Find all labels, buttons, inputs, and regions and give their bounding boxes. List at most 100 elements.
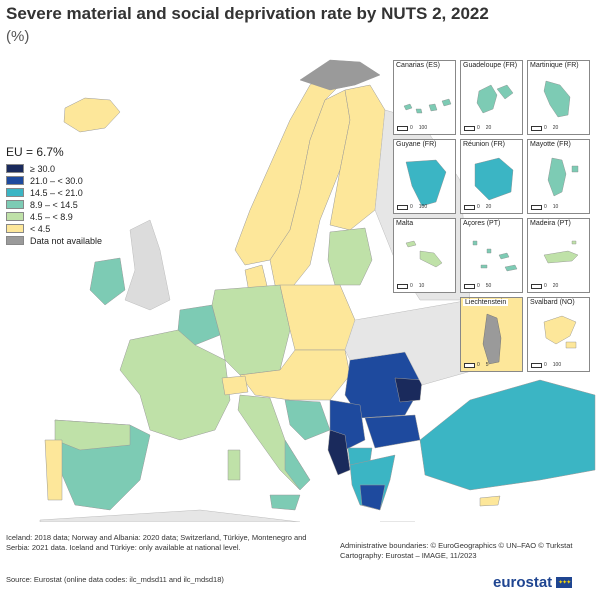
scale-bar: 0 50 xyxy=(464,283,491,289)
region-turkey xyxy=(419,379,596,491)
inset-guyane: Guyane (FR) 0 100 xyxy=(393,139,456,214)
inset-label: Madeira (PT) xyxy=(530,220,571,227)
region-benelux xyxy=(177,304,221,346)
legend-label: Data not available xyxy=(30,235,103,246)
inset-acores-shape xyxy=(472,240,518,272)
legend-label: 21.0 – < 30.0 xyxy=(30,175,83,186)
legend-swatch xyxy=(6,212,24,221)
legend: EU = 6.7% ≥ 30.0 21.0 – < 30.0 14.5 – < … xyxy=(6,145,102,247)
scale-bar: 0 20 xyxy=(464,204,491,210)
region-poland xyxy=(279,284,356,351)
inset-label: Liechtenstein xyxy=(463,299,509,306)
eu-flag-icon: ✦✦✦ xyxy=(556,577,573,588)
map-subtitle: (%) xyxy=(6,28,30,45)
inset-canarias-shape xyxy=(403,98,452,114)
inset-malta: Malta 0 10 xyxy=(393,218,456,293)
legend-swatch xyxy=(6,200,24,209)
inset-mayotte: Mayotte (FR) 0 10 xyxy=(527,139,590,214)
admin-credits: Administrative boundaries: © EuroGeograp… xyxy=(340,541,573,561)
region-switzerland xyxy=(221,375,249,396)
scale-bar: 0 100 xyxy=(397,125,427,131)
eurostat-logo: eurostat ✦✦✦ xyxy=(493,574,573,591)
legend-item: ≥ 30.0 xyxy=(6,163,102,174)
region-croatia xyxy=(284,399,331,441)
inset-label: Canarias (ES) xyxy=(396,62,440,69)
legend-item: 4.5 – < 8.9 xyxy=(6,211,102,222)
region-albania xyxy=(327,429,351,476)
region-ireland xyxy=(89,257,126,306)
region-finland xyxy=(329,84,386,231)
region-italy-south xyxy=(284,439,311,491)
region-greece-south xyxy=(359,484,386,511)
legend-swatch xyxy=(6,188,24,197)
region-france xyxy=(119,329,231,441)
inset-guadeloupe-shape xyxy=(476,84,514,114)
inset-martinique-shape xyxy=(543,80,571,118)
inset-canarias: Canarias (ES) 0 100 xyxy=(393,60,456,135)
scale-bar: 0 20 xyxy=(531,125,558,131)
legend-label: ≥ 30.0 xyxy=(30,163,55,174)
inset-label: Mayotte (FR) xyxy=(530,141,571,148)
legend-item: 14.5 – < 21.0 xyxy=(6,187,102,198)
inset-label: Malta xyxy=(396,220,414,227)
scale-bar: 0 20 xyxy=(464,125,491,131)
inset-liechtenstein-shape xyxy=(482,313,502,365)
inset-svalbard: Svalbard (NO) 0 100 xyxy=(527,297,590,372)
legend-label: 4.5 – < 8.9 xyxy=(30,211,73,222)
region-cyprus xyxy=(479,495,501,507)
inset-madeira-shape xyxy=(543,240,579,264)
logo-text: eurostat xyxy=(493,574,553,591)
scale-bar: 0 100 xyxy=(397,204,427,210)
inset-label: Açores (PT) xyxy=(463,220,501,227)
cartography-credit: Cartography: Eurostat – IMAGE, 11/2023 xyxy=(340,551,477,560)
region-spain-north xyxy=(54,419,131,451)
legend-swatch xyxy=(6,164,24,173)
legend-item: < 4.5 xyxy=(6,223,102,234)
inset-reunion: Réunion (FR) 0 20 xyxy=(460,139,523,214)
admin-boundaries: Administrative boundaries: © EuroGeograp… xyxy=(340,541,573,550)
source-note: Source: Eurostat (online data codes: ilc… xyxy=(6,575,224,584)
map-title: Severe material and social deprivation r… xyxy=(6,4,489,23)
inset-label: Guadeloupe (FR) xyxy=(463,62,518,69)
inset-label: Svalbard (NO) xyxy=(530,299,575,306)
scale-bar: 0 100 xyxy=(531,362,561,368)
legend-swatch xyxy=(6,224,24,233)
inset-martinique: Martinique (FR) 0 20 xyxy=(527,60,590,135)
legend-item: 21.0 – < 30.0 xyxy=(6,175,102,186)
scale-bar: 0 10 xyxy=(397,283,424,289)
legend-title: EU = 6.7% xyxy=(6,145,64,159)
inset-acores: Açores (PT) 0 50 xyxy=(460,218,523,293)
region-iceland xyxy=(63,97,121,133)
inset-label: Martinique (FR) xyxy=(530,62,579,69)
region-sicily xyxy=(269,494,301,511)
legend-label: 14.5 – < 21.0 xyxy=(30,187,83,198)
scale-bar: 0 20 xyxy=(531,283,558,289)
footnote: Iceland: 2018 data; Norway and Albania: … xyxy=(6,533,307,552)
region-africa-grey xyxy=(39,509,301,522)
inset-reunion-shape xyxy=(474,157,514,201)
legend-swatch xyxy=(6,236,24,245)
inset-label: Guyane (FR) xyxy=(396,141,437,148)
region-romania-east xyxy=(394,377,423,403)
inset-svalbard-shape xyxy=(543,315,577,349)
inset-guadeloupe: Guadeloupe (FR) 0 20 xyxy=(460,60,523,135)
legend-swatch xyxy=(6,176,24,185)
inset-guyane-shape xyxy=(405,159,447,207)
legend-label: 8.9 – < 14.5 xyxy=(30,199,78,210)
region-uk-grey xyxy=(124,219,171,311)
region-sardinia xyxy=(227,449,241,481)
inset-label: Réunion (FR) xyxy=(463,141,506,148)
inset-mayotte-shape xyxy=(547,157,579,197)
region-portugal xyxy=(44,439,63,501)
inset-madeira: Madeira (PT) 0 20 xyxy=(527,218,590,293)
inset-malta-shape xyxy=(405,240,443,268)
region-north-grey xyxy=(299,59,381,91)
region-baltics xyxy=(327,227,373,286)
region-bulgaria xyxy=(364,414,421,449)
legend-label: < 4.5 xyxy=(30,223,51,234)
legend-item: 8.9 – < 14.5 xyxy=(6,199,102,210)
scale-bar: 0 10 xyxy=(531,204,558,210)
legend-item: Data not available xyxy=(6,235,102,246)
